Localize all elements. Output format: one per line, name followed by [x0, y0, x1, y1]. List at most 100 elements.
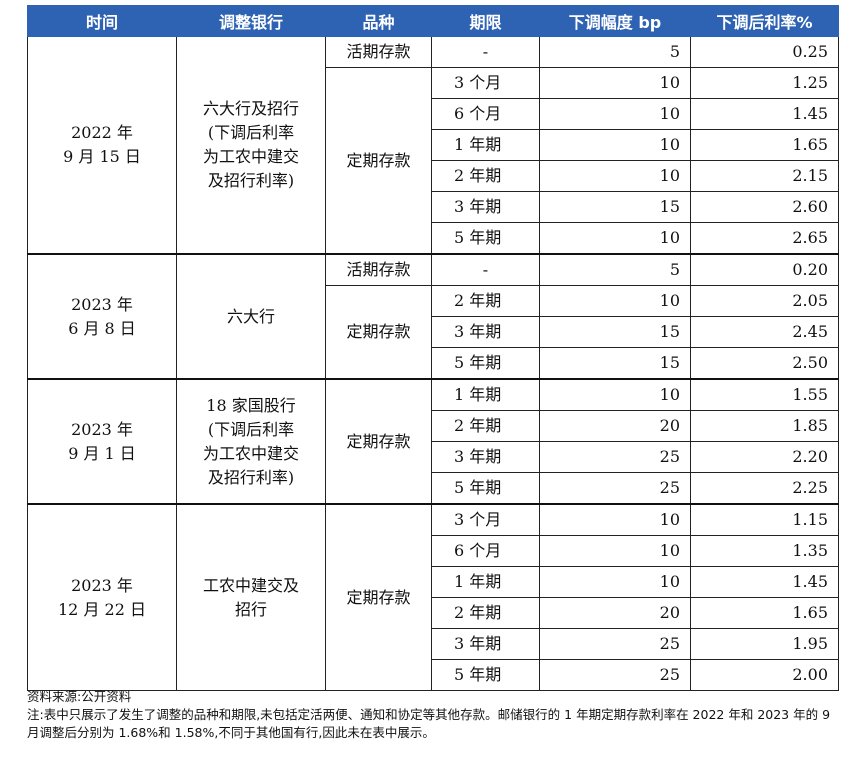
header-cell: 下调幅度 bp — [539, 5, 691, 37]
rate-cell: 1.55 — [690, 378, 839, 411]
bank-line: 工农中建交及 — [202, 575, 299, 595]
cut-bp-cell: 25 — [539, 659, 691, 691]
term-cell: 2 年期 — [431, 410, 540, 442]
rate-cell: 2.15 — [690, 160, 839, 192]
rate-cell: 1.45 — [690, 566, 839, 598]
cut-bp-cell: 10 — [539, 160, 691, 192]
table-row: 2022 年 9 月 15 日 六大行及招行 (下调后利率 为工农中建交 及招行利率) 活期… — [27, 36, 839, 255]
table-row: 6 个月 10 1.35 — [28, 535, 839, 567]
date-line: 9 月 15 日 — [63, 147, 141, 166]
header-cell: 时间 — [27, 5, 177, 37]
bank-line: 18 家国股行 — [206, 395, 296, 415]
cut-bp-cell: 5 — [539, 36, 691, 68]
table-row: 3 年期 15 2.60 — [28, 191, 839, 223]
table-row: 5 年期 10 2.65 — [28, 222, 839, 255]
table-row: 1 年期 10 1.45 — [28, 566, 839, 598]
bank-line: 及招行利率) — [207, 171, 295, 190]
date-line: 2023 年 — [71, 575, 133, 595]
term-cell: 5 年期 — [431, 659, 540, 691]
cut-bp-cell: 15 — [539, 347, 691, 380]
rate-cell: 1.65 — [690, 597, 839, 629]
bank-cell: 工农中建交及 招行 — [176, 503, 326, 691]
term-cell: 6 个月 — [431, 535, 540, 567]
table-row: 5 年期 25 2.00 — [28, 659, 839, 691]
kind-cell: 活期存款 — [325, 253, 432, 286]
cut-bp-cell: 20 — [539, 410, 691, 442]
cut-bp-cell: 10 — [539, 378, 691, 411]
cut-bp-cell: 10 — [539, 98, 691, 130]
term-cell: 1 年期 — [431, 566, 540, 598]
rate-cell: 1.15 — [690, 503, 839, 536]
bank-line: 及招行利率) — [207, 467, 295, 487]
cut-bp-cell: 15 — [539, 316, 691, 348]
cut-bp-cell: 10 — [539, 535, 691, 567]
bank-line: (下调后利率 — [207, 123, 295, 142]
table-row: 3 年期 15 2.45 — [28, 316, 839, 348]
rate-cell: 0.25 — [690, 36, 839, 68]
rate-cell: 1.65 — [690, 129, 839, 161]
table-row: 5 年期 15 2.50 — [28, 347, 839, 380]
table-row: 1 年期 10 1.65 — [28, 129, 839, 161]
table-row: 定期存款 3 个月 10 1.25 — [28, 67, 839, 255]
bank-line: 六大行 — [226, 306, 275, 326]
rate-cell: 0.20 — [690, 253, 839, 286]
rate-cell: 1.95 — [690, 628, 839, 660]
term-cell: 3 年期 — [431, 191, 540, 223]
table-row: 2023 年 6 月 8 日 六大行 活期存款 -5 0.20 — [27, 253, 839, 380]
cut-bp-cell: 10 — [539, 222, 691, 255]
cut-bp-cell: 15 — [539, 191, 691, 223]
term-cell: 2 年期 — [431, 160, 540, 192]
date-cell: 2023 年 12 月 22 日 — [27, 503, 177, 691]
kind-cell: 定期存款 — [325, 503, 432, 691]
bank-line: 为工农中建交 — [202, 443, 299, 463]
rate-cell: 2.50 — [690, 347, 839, 380]
bank-cell: 18 家国股行 (下调后利率 为工农中建交 及招行利率) — [176, 378, 326, 505]
date-cell: 2023 年 9 月 1 日 — [27, 378, 177, 505]
bank-line: 招行 — [234, 599, 267, 619]
header-cell: 调整银行 — [176, 5, 326, 37]
date-cell: 2022 年 9 月 15 日 — [27, 36, 177, 255]
cut-bp-cell: 10 — [539, 566, 691, 598]
rate-cell: 2.05 — [690, 285, 839, 317]
date-line: 2023 年 — [71, 419, 133, 439]
bank-line: 为工农中建交 — [202, 147, 299, 166]
term-cell: 3 年期 — [431, 441, 540, 473]
term-cell: 5 年期 — [431, 472, 540, 505]
cut-bp-cell: 20 — [539, 597, 691, 629]
cut-bp-cell: 25 — [539, 628, 691, 660]
table-header-row: 时间 调整银行 品种 期限 下调幅度 bp 下调后利率% — [27, 5, 839, 37]
source-note: 资料来源:公开资料 — [27, 689, 132, 704]
rate-cell: 2.60 — [690, 191, 839, 223]
cut-bp-cell: 10 — [539, 503, 691, 536]
table-notes: 资料来源:公开资料 注:表中只展示了发生了调整的品种和期限,未包括定活两便、通知… — [27, 688, 838, 742]
bank-line: 六大行及招行 — [202, 99, 299, 118]
cut-bp-cell: 10 — [539, 285, 691, 317]
term-cell: 5 年期 — [431, 347, 540, 380]
date-line: 2023 年 — [71, 294, 133, 314]
header-cell: 期限 — [431, 5, 540, 37]
term-cell: 1 年期 — [431, 129, 540, 161]
term-cell: 2 年期 — [431, 285, 540, 317]
rate-cell: 1.45 — [690, 98, 839, 130]
date-cell: 2023 年 6 月 8 日 — [27, 253, 177, 380]
kind-cell: 定期存款 — [325, 285, 432, 380]
header-cell: 品种 — [325, 5, 432, 37]
date-line: 6 月 8 日 — [68, 318, 136, 338]
rate-cell: 2.20 — [690, 441, 839, 473]
cut-bp-cell: 25 — [539, 472, 691, 505]
term-cell: 3 年期 — [431, 316, 540, 348]
table-body: 2022 年 9 月 15 日 六大行及招行 (下调后利率 为工农中建交 及招行利率) 活期… — [27, 36, 839, 691]
header-cell: 下调后利率% — [690, 5, 839, 37]
term-cell: 3 个月 — [431, 503, 540, 536]
cut-bp-cell: 10 — [539, 129, 691, 161]
term-cell: 3 个月 — [431, 67, 540, 99]
term-cell: 5 年期 — [431, 222, 540, 255]
table-row: 2 年期 20 1.65 — [28, 597, 839, 629]
rate-cell: 2.65 — [690, 222, 839, 255]
term-cell: 1 年期 — [431, 378, 540, 411]
table-row: 2023 年 9 月 1 日 18 家国股行 (下调后利率 为工农中建交 及招行利率) 定期… — [27, 378, 839, 505]
kind-cell: 定期存款 — [325, 67, 432, 255]
date-line: 9 月 1 日 — [68, 443, 136, 463]
